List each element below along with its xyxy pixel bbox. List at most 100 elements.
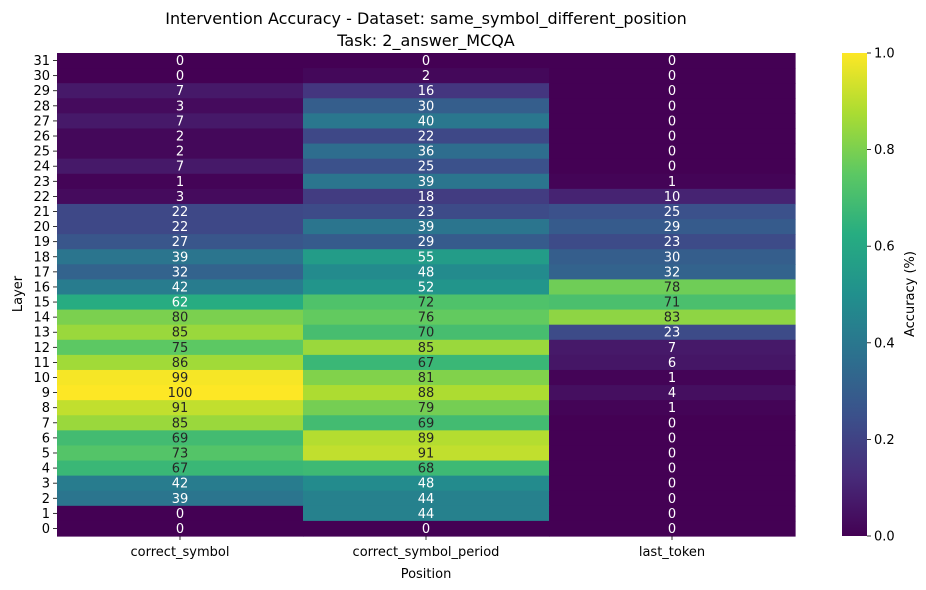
cell-value-label: 76: [418, 311, 435, 326]
y-tick-label: 18: [33, 250, 50, 265]
heatmap-cell: [303, 249, 550, 265]
cell-value-label: 0: [668, 507, 676, 522]
heatmap-cell: [303, 385, 550, 401]
cell-value-label: 85: [172, 326, 189, 341]
heatmap-cells: [57, 53, 796, 537]
y-tick-label: 19: [33, 235, 50, 250]
cell-value-label: 85: [418, 341, 435, 356]
heatmap-cell: [549, 234, 796, 250]
cell-value-label: 30: [418, 99, 435, 114]
cell-value-label: 32: [172, 265, 189, 280]
heatmap-cell: [303, 475, 550, 492]
cell-value-label: 3: [176, 190, 184, 205]
heatmap-cell: [303, 143, 550, 160]
y-tick-label: 21: [33, 205, 50, 220]
heatmap-cell: [549, 385, 796, 401]
chart-subtitle: Task: 2_answer_MCQA: [336, 31, 515, 51]
heatmap-cell: [549, 249, 796, 265]
cell-value-label: 3: [176, 99, 184, 114]
heatmap-cell: [549, 475, 796, 492]
heatmap-cell: [57, 460, 304, 477]
heatmap-cell: [57, 490, 304, 507]
x-tick-label: correct_symbol: [131, 545, 230, 560]
heatmap-cell: [549, 369, 796, 386]
heatmap-cell: [303, 460, 550, 477]
x-tick-label: last_token: [639, 545, 705, 560]
heatmap-cell: [57, 128, 304, 145]
heatmap-cell: [57, 385, 304, 401]
cell-value-label: 23: [418, 205, 435, 220]
cell-value-label: 0: [668, 54, 676, 69]
heatmap-cell: [303, 309, 550, 326]
heatmap-cell: [303, 520, 550, 537]
cell-value-label: 0: [176, 69, 184, 84]
cell-value-label: 39: [418, 220, 435, 235]
heatmap-cell: [549, 309, 796, 326]
y-tick-label: 22: [33, 190, 50, 205]
heatmap-cell: [549, 460, 796, 477]
y-axis-ticks: 3130292827262524232221201918171615141312…: [33, 54, 57, 537]
cell-value-label: 36: [418, 145, 435, 160]
cell-value-label: 0: [668, 145, 676, 160]
cell-value-label: 2: [422, 69, 430, 84]
cell-value-label: 22: [418, 130, 435, 145]
heatmap-cell: [303, 339, 550, 356]
x-tick-label: correct_symbol_period: [353, 545, 500, 560]
cell-value-label: 39: [172, 250, 189, 265]
y-tick-label: 2: [42, 492, 50, 507]
cell-value-label: 7: [176, 114, 184, 129]
cell-value-label: 1: [668, 175, 676, 190]
cell-value-label: 91: [172, 401, 189, 416]
heatmap-cell: [303, 415, 550, 431]
cell-value-label: 0: [422, 522, 430, 537]
cell-value-label: 75: [172, 341, 189, 356]
y-tick-label: 6: [42, 431, 50, 446]
heatmap-cell: [303, 53, 550, 69]
cell-value-label: 48: [418, 265, 435, 280]
heatmap-cell: [303, 173, 550, 190]
cell-value-label: 23: [664, 326, 681, 341]
cell-value-label: 0: [668, 160, 676, 175]
heatmap-cell: [549, 490, 796, 507]
cell-value-label: 79: [418, 401, 435, 416]
cell-value-label: 72: [418, 296, 435, 311]
cell-value-label: 83: [664, 311, 681, 326]
cell-value-label: 22: [172, 220, 189, 235]
cell-value-label: 42: [172, 280, 189, 295]
heatmap-cell: [57, 279, 304, 296]
cell-value-label: 25: [664, 205, 681, 220]
colorbar-tick-label: 0.0: [874, 530, 895, 545]
heatmap-cell: [303, 369, 550, 386]
cell-value-label: 6: [668, 356, 676, 371]
heatmap-cell: [303, 68, 550, 84]
y-tick-label: 9: [42, 386, 50, 401]
y-tick-label: 0: [42, 522, 50, 537]
cell-value-label: 25: [418, 160, 435, 175]
heatmap-cell: [57, 53, 304, 69]
y-tick-label: 15: [33, 296, 50, 311]
heatmap-cell: [57, 475, 304, 492]
cell-value-label: 89: [418, 431, 435, 446]
y-tick-label: 10: [33, 371, 50, 386]
cell-value-label: 0: [668, 477, 676, 492]
cell-value-label: 29: [418, 235, 435, 250]
cell-value-label: 30: [664, 250, 681, 265]
heatmap-cell: [303, 188, 550, 205]
y-tick-label: 14: [33, 311, 50, 326]
heatmap-cell: [57, 400, 304, 416]
cell-value-label: 0: [668, 431, 676, 446]
cell-value-label: 44: [418, 492, 435, 507]
heatmap-cell: [549, 203, 796, 220]
cell-value-label: 0: [668, 114, 676, 129]
y-tick-label: 26: [33, 130, 50, 145]
heatmap-cell: [549, 143, 796, 160]
cell-value-label: 0: [668, 522, 676, 537]
cell-value-label: 70: [418, 326, 435, 341]
heatmap-cell: [549, 98, 796, 114]
heatmap-cell: [549, 279, 796, 296]
cell-value-label: 69: [172, 431, 189, 446]
heatmap-cell: [303, 264, 550, 281]
heatmap-cell: [57, 324, 304, 341]
cell-value-label: 1: [668, 401, 676, 416]
